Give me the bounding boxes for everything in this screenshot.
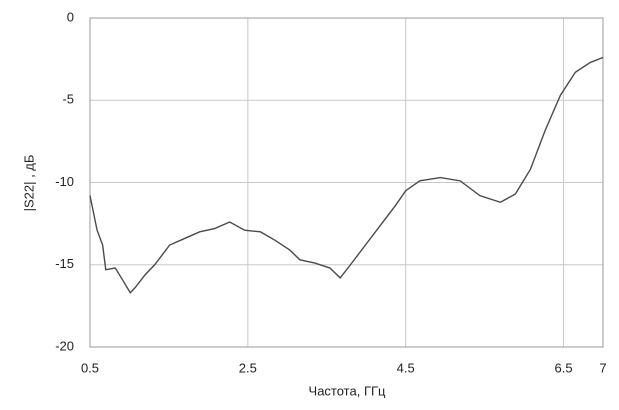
y-tick-label: -5 [62,92,74,107]
x-tick-label: 2.5 [239,360,257,375]
y-tick-label: -10 [55,174,74,189]
x-tick-label: 4.5 [397,360,415,375]
x-axis-label: Частота, ГГц [309,383,386,398]
y-tick-label: 0 [67,9,74,24]
x-tick-label: 0.5 [81,360,99,375]
x-tick-label: 6.5 [554,360,572,375]
y-tick-label: -15 [55,256,74,271]
plot-border [89,17,604,348]
y-tick-label: -20 [55,338,74,353]
x-tick-label: 7 [599,360,606,375]
data-line [89,56,604,294]
y-axis-label: |S22| , дБ [21,155,36,212]
